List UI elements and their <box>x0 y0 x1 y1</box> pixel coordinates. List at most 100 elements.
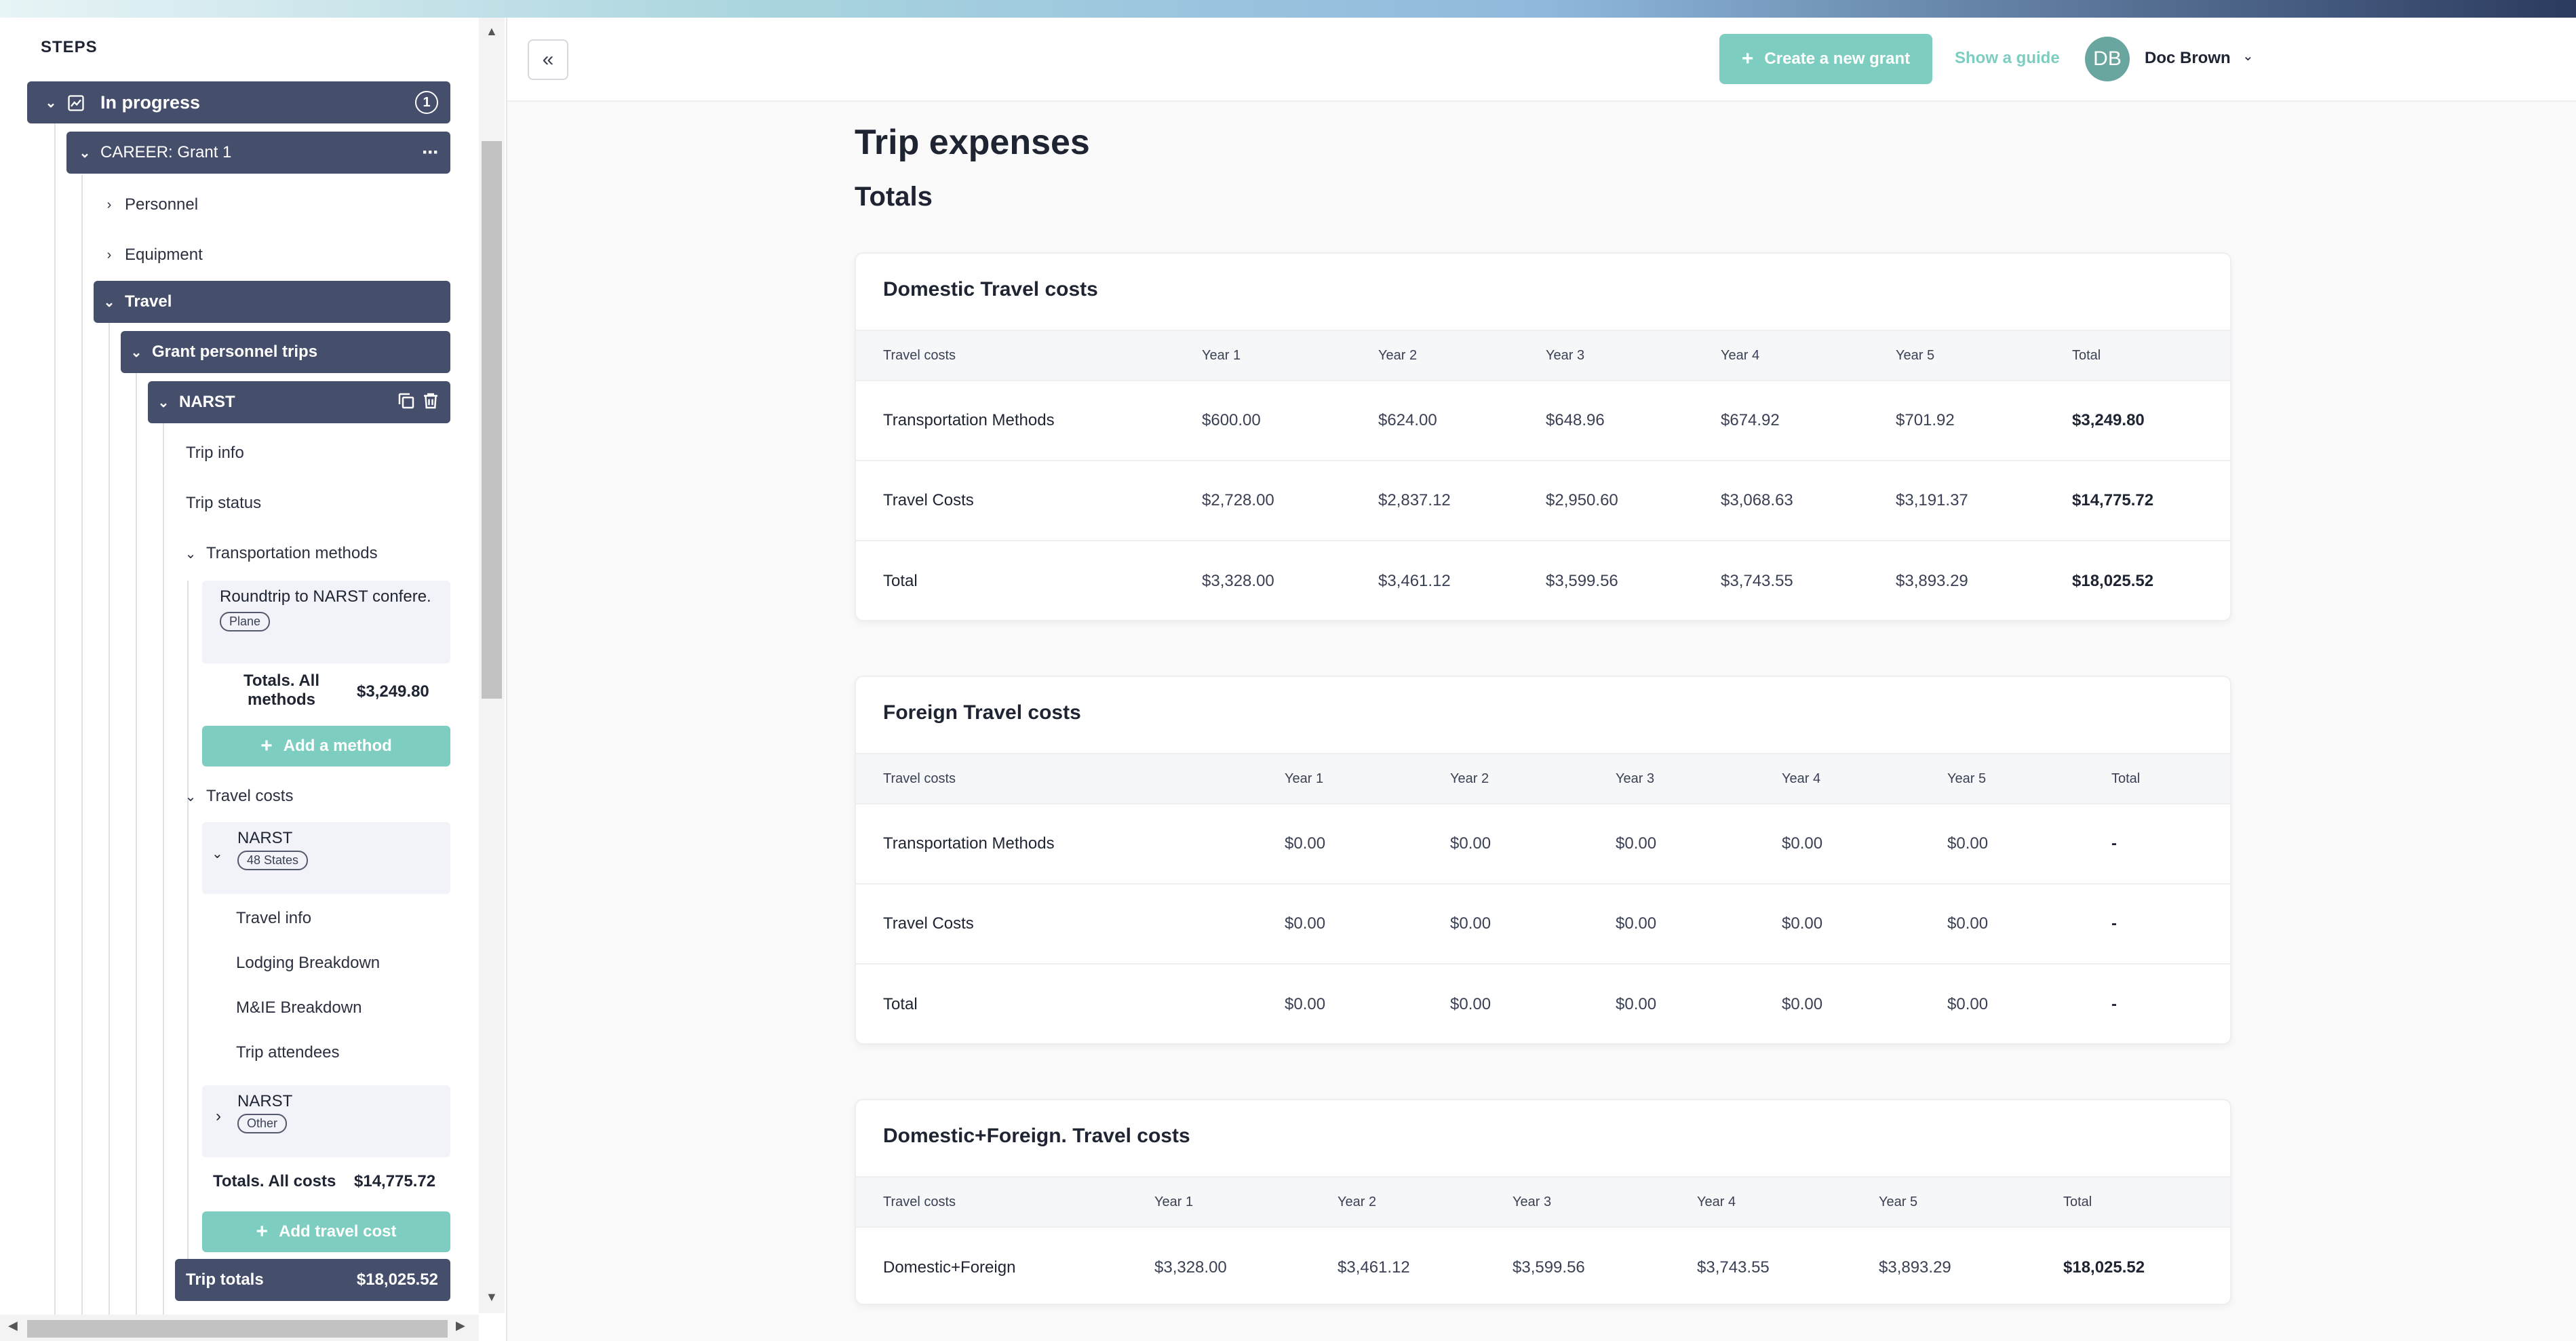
table-cell: $14,775.72 <box>2072 491 2154 509</box>
duplicate-icon[interactable] <box>396 391 416 411</box>
table-row: Transportation Methods $600.00 $624.00 $648… <box>856 381 2230 461</box>
step-label: M&IE Breakdown <box>236 998 362 1017</box>
step-travel-costs[interactable]: ⌄ Travel costs <box>180 775 452 818</box>
table-cell: - <box>2111 995 2117 1013</box>
add-method-button[interactable]: + Add a method <box>202 726 450 766</box>
column-header: Year 1 <box>1285 771 1324 786</box>
method-list-item[interactable]: Roundtrip to NARST confere... Plane <box>202 581 450 663</box>
section-title: Totals <box>855 182 933 212</box>
table-cell: $701.92 <box>1896 411 1955 429</box>
trip-totals-bar: Trip totals $18,025.52 <box>175 1259 450 1301</box>
step-travel[interactable]: ⌄ Travel <box>94 281 450 323</box>
column-header: Year 4 <box>1721 347 1760 363</box>
add-travel-cost-button[interactable]: + Add travel cost <box>202 1211 450 1252</box>
double-chevron-left-icon: « <box>542 48 554 71</box>
table-cell: $3,461.12 <box>1338 1258 1410 1277</box>
step-grant-personnel-trips[interactable]: ⌄ Grant personnel trips <box>121 331 450 373</box>
totals-costs-label: Totals. All costs <box>213 1172 336 1190</box>
table-cell: $2,728.00 <box>1202 491 1274 509</box>
step-in-progress[interactable]: ⌄ In progress 1 <box>27 81 450 123</box>
show-guide-link[interactable]: Show a guide <box>1955 49 2060 67</box>
step-label: Travel <box>125 292 172 311</box>
table-cell: $0.00 <box>1616 834 1657 853</box>
travel-cost-item[interactable]: › NARST Other <box>202 1085 450 1157</box>
tree-guide-line <box>163 423 164 1339</box>
avatar[interactable]: DB <box>2085 37 2130 81</box>
totals-methods-label: Totals. All methods <box>243 672 319 709</box>
plus-icon: + <box>256 1220 269 1243</box>
table-cell: $648.96 <box>1546 411 1605 429</box>
cost-title: NARST <box>237 1092 293 1110</box>
table-cell: $674.92 <box>1721 411 1780 429</box>
column-header: Year 5 <box>1879 1194 1918 1209</box>
step-equipment[interactable]: › Equipment <box>99 233 438 277</box>
row-label: Transportation Methods <box>883 834 1055 853</box>
scroll-right-icon[interactable]: ▶ <box>456 1319 465 1332</box>
step-label: Grant personnel trips <box>152 343 318 361</box>
grant-item[interactable]: ⌄ CAREER: Grant 1 ··· <box>66 132 450 174</box>
create-grant-button[interactable]: + Create a new grant <box>1719 34 1932 84</box>
table-title: Domestic+Foreign. Travel costs <box>883 1125 1190 1147</box>
table-cell: $2,950.60 <box>1546 491 1618 509</box>
top-gradient-bar <box>0 0 2576 18</box>
table-cell: $0.00 <box>1947 995 1989 1013</box>
table-cell: $0.00 <box>1616 914 1657 933</box>
scroll-up-icon[interactable]: ▲ <box>486 24 498 38</box>
column-header: Travel costs <box>883 1194 956 1209</box>
step-trip-status[interactable]: Trip status <box>186 482 444 525</box>
cost-subitem-attendees[interactable]: Trip attendees <box>236 1032 440 1073</box>
cost-subitem-lodging[interactable]: Lodging Breakdown <box>236 943 440 984</box>
trash-icon[interactable] <box>421 391 441 411</box>
step-label: Trip info <box>186 444 244 462</box>
step-trip-info[interactable]: Trip info <box>186 431 444 475</box>
table-cell: $0.00 <box>1782 834 1823 853</box>
table-cell: $3,068.63 <box>1721 491 1793 509</box>
table-header-row: Travel costs Year 1 Year 2 Year 3 Year 4 Year… <box>856 330 2230 381</box>
table-cell: $3,743.55 <box>1697 1258 1770 1277</box>
row-label: Domestic+Foreign <box>883 1258 1016 1277</box>
more-options-icon[interactable]: ··· <box>422 141 440 163</box>
page-title: Trip expenses <box>855 123 1090 162</box>
totals-methods-value: $3,249.80 <box>357 682 429 701</box>
scroll-down-icon[interactable]: ▼ <box>486 1290 498 1304</box>
step-label: Travel costs <box>206 787 294 805</box>
table-cell: $3,893.29 <box>1879 1258 1951 1277</box>
cost-subitem-travel-info[interactable]: Travel info <box>236 898 440 939</box>
collapse-sidebar-button[interactable]: « <box>528 39 568 80</box>
user-name[interactable]: Doc Brown <box>2145 49 2231 67</box>
chevron-down-icon: ⌄ <box>79 145 91 161</box>
table-cell: $0.00 <box>1285 834 1326 853</box>
horizontal-scrollbar[interactable]: ◀ ▶ <box>0 1315 479 1341</box>
row-label: Total <box>883 572 918 590</box>
step-label: NARST <box>179 393 235 411</box>
step-label: Trip status <box>186 494 262 512</box>
table-cell: $3,461.12 <box>1378 572 1451 590</box>
table-cell: $0.00 <box>1947 914 1989 933</box>
table-cell: $2,837.12 <box>1378 491 1451 509</box>
table-cell: $600.00 <box>1202 411 1261 429</box>
table-row: Travel Costs $2,728.00 $2,837.12 $2,950.60 $… <box>856 461 2230 541</box>
trip-totals-value: $18,025.52 <box>356 1270 438 1289</box>
chevron-down-icon[interactable]: ⌄ <box>2242 49 2254 64</box>
step-label: In progress <box>100 92 201 113</box>
chevron-down-icon: ⌄ <box>212 847 223 861</box>
row-label: Total <box>883 995 918 1013</box>
button-label: Create a new grant <box>1764 50 1911 68</box>
column-header: Total <box>2063 1194 2092 1209</box>
scroll-thumb[interactable] <box>27 1320 448 1338</box>
scroll-left-icon[interactable]: ◀ <box>8 1319 18 1332</box>
scroll-thumb[interactable] <box>482 141 502 699</box>
table-cell: $3,893.29 <box>1896 572 1968 590</box>
steps-title: STEPS <box>41 38 98 56</box>
column-header: Year 2 <box>1450 771 1489 786</box>
step-label: Transportation methods <box>206 544 378 562</box>
cost-subitem-mie[interactable]: M&IE Breakdown <box>236 988 440 1028</box>
step-label: Lodging Breakdown <box>236 954 380 972</box>
step-transportation-methods[interactable]: ⌄ Transportation methods <box>180 532 452 575</box>
vertical-scrollbar[interactable]: ▲ ▼ <box>479 18 505 1313</box>
travel-cost-item[interactable]: ⌄ NARST 48 States <box>202 822 450 894</box>
step-personnel[interactable]: › Personnel <box>99 183 438 227</box>
chevron-down-icon: ⌄ <box>45 95 57 111</box>
chevron-down-icon: ⌄ <box>130 345 142 360</box>
step-narst-trip[interactable]: ⌄ NARST <box>148 381 450 423</box>
